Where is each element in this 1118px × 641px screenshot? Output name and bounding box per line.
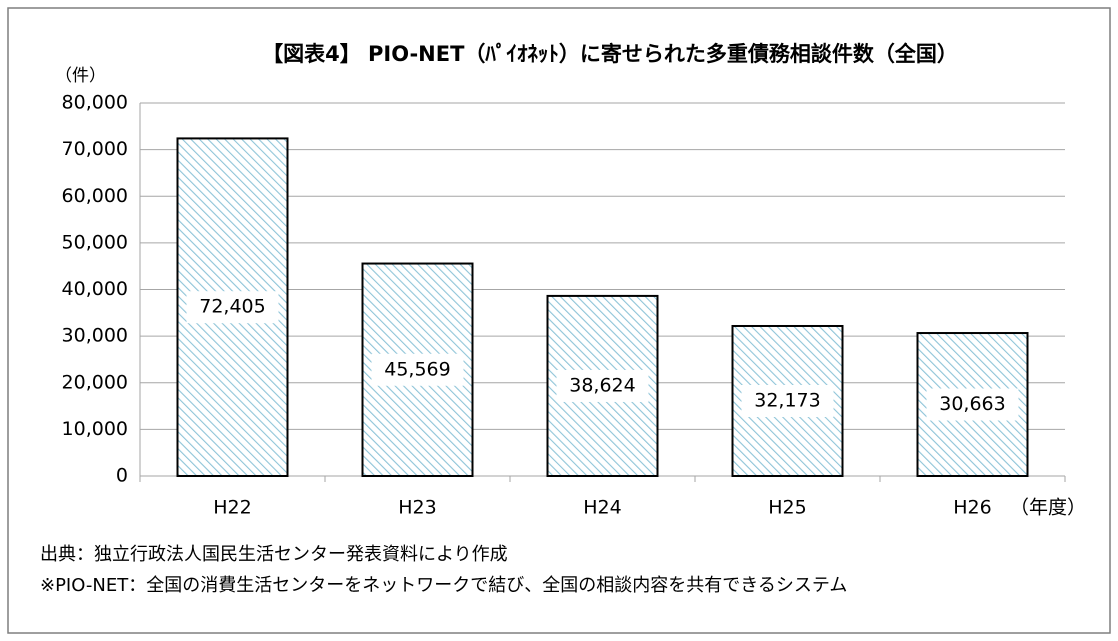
x-tick-label: H23 bbox=[398, 497, 436, 519]
x-axis-label: （年度） bbox=[1010, 497, 1086, 519]
data-label: 32,173 bbox=[754, 389, 820, 411]
data-label: 72,405 bbox=[199, 296, 265, 318]
y-tick-label: 60,000 bbox=[62, 185, 128, 207]
y-tick-label: 10,000 bbox=[62, 418, 128, 440]
y-axis-label: （件） bbox=[55, 66, 106, 86]
data-label-bg bbox=[741, 384, 834, 417]
chart-title: 【図表4】 PIO-NET（ﾊﾟｲｵﾈｯﾄ）に寄せられた多重債務相談件数（全国） bbox=[262, 42, 958, 66]
data-label-bg bbox=[926, 388, 1019, 421]
y-tick-label: 0 bbox=[116, 465, 128, 487]
y-tick-label: 80,000 bbox=[62, 92, 128, 114]
y-tick-label: 40,000 bbox=[62, 278, 128, 300]
y-tick-label: 20,000 bbox=[62, 371, 128, 393]
data-label-bg bbox=[556, 369, 649, 402]
data-label-bg bbox=[186, 291, 279, 324]
x-tick-label: H26 bbox=[953, 497, 991, 519]
data-label: 45,569 bbox=[384, 358, 450, 380]
y-tick-label: 50,000 bbox=[62, 231, 128, 253]
data-label: 38,624 bbox=[569, 374, 635, 396]
note: ※PIO-NET：全国の消費生活センターをネットワークで結び、全国の相談内容を共… bbox=[40, 575, 847, 596]
y-tick-label: 30,000 bbox=[62, 325, 128, 347]
source: 出典：独立行政法人国民生活センター発表資料により作成 bbox=[40, 544, 508, 565]
x-tick-label: H22 bbox=[213, 497, 251, 519]
data-label-bg bbox=[371, 353, 464, 386]
x-tick-label: H24 bbox=[583, 497, 621, 519]
data-label: 30,663 bbox=[939, 393, 1005, 415]
x-tick-label: H25 bbox=[768, 497, 806, 519]
y-tick-label: 70,000 bbox=[62, 138, 128, 160]
